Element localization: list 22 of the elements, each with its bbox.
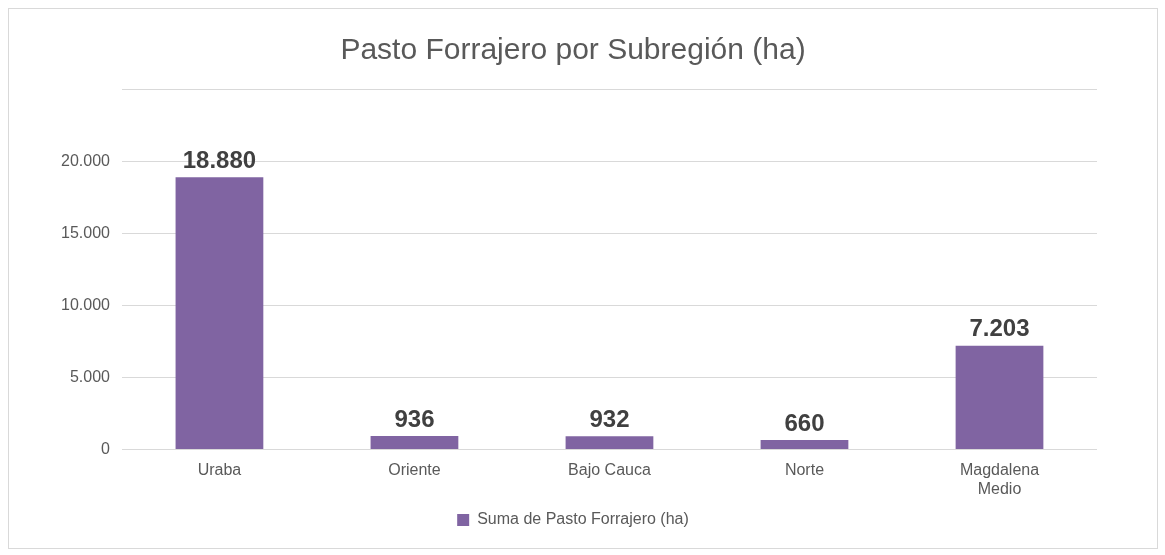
y-tick-label: 20.000 [61,151,111,169]
y-tick-label: 10.000 [61,295,111,313]
bar [565,436,654,450]
y-tick-label: 5.000 [69,367,111,385]
y-tick-label: 15.000 [61,223,111,241]
y-tick-label: 0 [101,440,111,458]
x-tick-label: Oriente [388,460,441,478]
legend-label: Suma de Pasto Forrajero (ha) [477,510,689,528]
bar [760,440,849,450]
data-label: 18.880 [182,145,257,173]
data-label: 660 [784,408,825,436]
data-label: 7.203 [969,314,1030,342]
x-tick-label: Uraba [197,460,242,478]
x-tick-label: Magdalena Medio [959,460,1040,497]
bar [175,177,264,450]
bar [370,436,459,450]
data-label: 936 [394,404,435,432]
bar [955,345,1044,450]
data-label: 932 [589,404,630,432]
chart-title: Pasto Forrajero por Subregión (ha) [340,32,806,66]
x-tick-label: Bajo Cauca [568,460,651,478]
x-tick-label: Norte [784,460,825,478]
